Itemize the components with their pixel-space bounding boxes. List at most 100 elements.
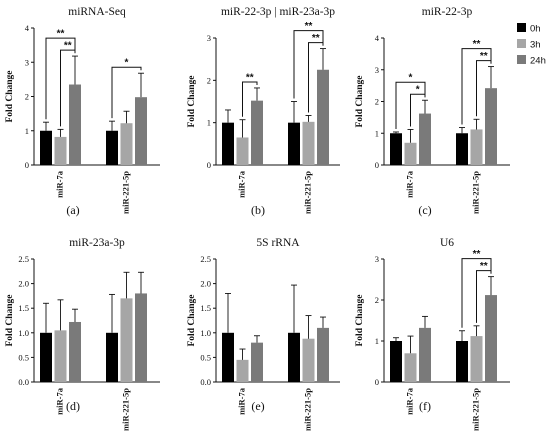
bar-3h-1: [404, 353, 417, 382]
bar-0h-1: [390, 341, 402, 382]
category-label: miR-7a: [405, 387, 415, 415]
y-tick-label: 0: [207, 160, 211, 170]
y-tick-label: 2.0: [18, 279, 29, 289]
bar-3h-1: [54, 330, 67, 382]
category-label: miR-221-5p: [303, 388, 313, 431]
y-tick-label: 0: [25, 160, 29, 170]
y-tick-label: 2.5: [200, 254, 211, 264]
significance-bracket: [395, 81, 426, 129]
y-tick-label: 2: [207, 75, 211, 85]
bar-3h-1: [236, 137, 249, 165]
category-label: miR-7a: [237, 387, 247, 415]
significance-label: **: [480, 51, 488, 62]
y-tick-label: 4: [375, 33, 380, 43]
significance-bracket: [410, 93, 426, 127]
chart-panel-6: U6 0 1 2 3 Fold Change miR-7a miR-221-5p **** (f): [355, 237, 510, 431]
bar-0h-1: [222, 122, 234, 165]
y-tick-label: 1.5: [200, 303, 211, 313]
significance-bracket: [111, 66, 142, 119]
bar-0h-2: [288, 122, 300, 165]
panel-title: miR-23a-3p: [69, 237, 125, 249]
legend-swatch-3h: [517, 39, 526, 48]
y-tick-label: 4: [25, 23, 30, 33]
y-tick-label: 3: [375, 65, 379, 75]
bar-0h-1: [222, 332, 234, 382]
y-axis-label: Fold Change: [355, 295, 365, 347]
bar-3h-2: [302, 338, 315, 382]
significance-label: **: [473, 39, 481, 50]
y-tick-label: 2: [375, 295, 379, 305]
panel-label: (a): [66, 203, 79, 217]
y-tick-label: 1: [375, 336, 379, 346]
significance-label: **: [246, 72, 254, 83]
y-tick-label: 0.5: [18, 352, 29, 362]
bar-24h-2: [485, 295, 497, 382]
panel-label: (e): [251, 399, 264, 413]
y-tick-label: 1: [375, 128, 379, 138]
panel-title: U6: [440, 237, 454, 249]
y-tick-label: 0: [375, 160, 379, 170]
panel-label: (c): [418, 203, 431, 217]
bar-0h-2: [288, 332, 300, 382]
bar-24h-2: [317, 69, 329, 165]
significance-bracket: [476, 60, 492, 117]
bar-0h-1: [390, 133, 402, 165]
significance-label: **: [480, 261, 488, 272]
significance-label: **: [312, 33, 320, 44]
y-tick-label: 1.0: [18, 328, 29, 338]
y-tick-label: 1.5: [18, 303, 29, 313]
y-tick-label: 0.5: [200, 352, 211, 362]
bar-24h-1: [69, 84, 81, 165]
category-label: miR-221-5p: [121, 388, 131, 431]
bar-3h-2: [470, 129, 483, 165]
significance-bracket: [461, 258, 492, 328]
significance-label: **: [57, 29, 65, 40]
legend-swatch-0h: [517, 23, 526, 32]
y-tick-label: 0.0: [200, 377, 211, 387]
significance-bracket: [293, 30, 324, 99]
panel-label: (f): [419, 399, 431, 413]
category-label: miR-7a: [237, 170, 247, 198]
bar-24h-1: [419, 327, 431, 382]
bar-0h-2: [106, 332, 118, 382]
bar-0h-2: [106, 130, 118, 165]
y-tick-label: 2.5: [18, 254, 29, 264]
y-tick-label: 1: [25, 126, 29, 136]
significance-bracket: [45, 37, 76, 120]
bar-24h-1: [69, 321, 81, 382]
chart-panel-2: miR-22-3p | miR-23a-3p 0 1 2 3 Fold Change miR…: [187, 6, 340, 217]
y-axis-label: Fold Change: [5, 71, 15, 123]
y-tick-label: 1.0: [200, 328, 211, 338]
legend-label: 0h: [530, 24, 541, 35]
bar-24h-1: [251, 342, 263, 382]
bar-24h-2: [317, 327, 329, 382]
y-tick-label: 1: [207, 118, 211, 128]
legend-label: 24h: [530, 56, 546, 67]
category-label: miR-221-5p: [471, 388, 481, 431]
significance-label: *: [125, 58, 129, 69]
category-label: miR-7a: [405, 170, 415, 198]
y-tick-label: 3: [375, 254, 379, 264]
significance-bracket: [60, 49, 76, 127]
bar-24h-1: [251, 100, 263, 165]
panel-title: miR-22-3p: [422, 6, 473, 18]
bar-3h-1: [236, 359, 249, 382]
bar-0h-1: [40, 130, 52, 165]
bar-0h-2: [456, 133, 468, 165]
bar-24h-2: [135, 293, 147, 382]
panel-label: (b): [251, 203, 265, 217]
bar-24h-1: [419, 113, 431, 165]
y-tick-label: 2: [375, 97, 379, 107]
chart-panel-3: miR-22-3p 0 1 2 3 4 Fold Change miR-7a miR-221-5…: [355, 6, 510, 217]
y-tick-label: 0: [375, 377, 379, 387]
significance-label: **: [473, 249, 481, 260]
y-axis-label: Fold Change: [187, 76, 197, 128]
significance-bracket: [242, 81, 258, 117]
significance-bracket: [308, 42, 324, 113]
bar-24h-2: [135, 97, 147, 165]
bar-3h-1: [404, 142, 417, 165]
y-tick-label: 2.0: [200, 279, 211, 289]
bar-3h-1: [54, 136, 67, 165]
bar-3h-2: [302, 121, 315, 165]
significance-label: **: [305, 21, 313, 32]
